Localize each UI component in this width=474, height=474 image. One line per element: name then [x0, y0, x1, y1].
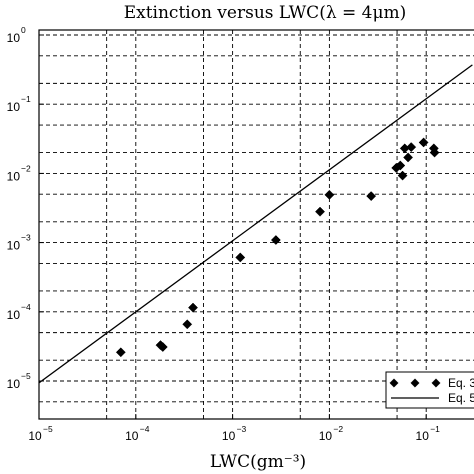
- y-tick-exponent: −1: [21, 94, 31, 104]
- y-tick-base: 10: [7, 31, 21, 45]
- x-tick-label: 10 −5: [28, 414, 53, 443]
- data-point-eq3: [235, 252, 246, 263]
- legend-label: Eq. 5: [448, 391, 474, 405]
- legend-diamond-symbol: [431, 378, 441, 388]
- axis-ticks: 10 −5 10 −4 10 −3 10 −2 10 −110010−110−210−310−41…: [7, 25, 441, 443]
- y-tick-label: 10−4: [7, 302, 44, 322]
- legend-box: [385, 371, 474, 409]
- x-tick-base: 10: [125, 429, 139, 443]
- y-tick-exponent: −2: [21, 163, 31, 173]
- x-tick-exponent: −2: [333, 424, 343, 434]
- data-point-eq3: [406, 142, 417, 153]
- data-point-eq3: [315, 206, 325, 217]
- chart-title: Extinction versus LWC(λ = 4μm): [124, 3, 407, 23]
- legend-diamond-symbol: [389, 378, 399, 388]
- y-tick-label: 10−1: [7, 94, 44, 114]
- x-tick-exponent: −5: [43, 424, 53, 434]
- y-tick-base: 10: [7, 377, 21, 391]
- data-point-eq3: [395, 160, 406, 171]
- x-tick-label: 10 −2: [319, 414, 343, 443]
- data-point-eq3: [366, 191, 377, 202]
- y-tick-exponent: 0: [21, 25, 26, 35]
- data-point-eq3: [115, 347, 126, 358]
- data-point-eq3: [418, 137, 429, 148]
- data-point-eq3: [182, 319, 193, 330]
- y-tick-exponent: −4: [21, 302, 31, 312]
- x-tick-label: 10 −1: [416, 414, 440, 443]
- x-tick-base: 10: [222, 429, 236, 443]
- data-point-eq3: [403, 152, 414, 163]
- y-tick-label: 10−5: [7, 371, 44, 391]
- x-tick-exponent: −3: [237, 424, 247, 434]
- legend-diamond-symbol: [410, 378, 420, 388]
- data-point-eq3: [188, 302, 198, 313]
- y-tick-exponent: −3: [21, 233, 31, 243]
- legend-entry: Eq. 5: [391, 391, 474, 405]
- x-tick-base: 10: [319, 429, 333, 443]
- y-tick-base: 10: [7, 308, 21, 322]
- plot-series: [39, 64, 473, 384]
- data-point-eq3: [157, 342, 168, 352]
- plot-area-frame: [38, 29, 474, 420]
- data-point-eq3: [270, 235, 281, 245]
- y-tick-exponent: −5: [21, 371, 31, 381]
- grid: [39, 30, 474, 419]
- x-tick-label: 10 −4: [125, 414, 150, 443]
- y-tick-base: 10: [7, 239, 21, 253]
- x-tick-exponent: −4: [140, 424, 150, 434]
- y-tick-label: 10−3: [7, 233, 44, 253]
- x-tick-base: 10: [416, 429, 430, 443]
- y-tick-base: 10: [7, 100, 21, 114]
- y-tick-base: 10: [7, 169, 21, 183]
- x-tick-base: 10: [28, 429, 42, 443]
- data-point-eq3: [324, 189, 335, 200]
- x-tick-label: 10 −3: [222, 414, 247, 443]
- y-tick-label: 100: [7, 25, 44, 45]
- y-tick-label: 10−2: [7, 163, 44, 183]
- legend-label: Eq. 3: [448, 376, 474, 390]
- series-line-eq5: [39, 64, 473, 384]
- x-tick-exponent: −1: [430, 424, 440, 434]
- data-point-eq3: [397, 170, 408, 181]
- data-point-eq3: [429, 147, 440, 158]
- x-axis-label: LWC(gm⁻³): [210, 452, 306, 472]
- legend: Eq. 3Eq. 5: [385, 371, 474, 409]
- legend-entry: Eq. 3: [389, 376, 474, 390]
